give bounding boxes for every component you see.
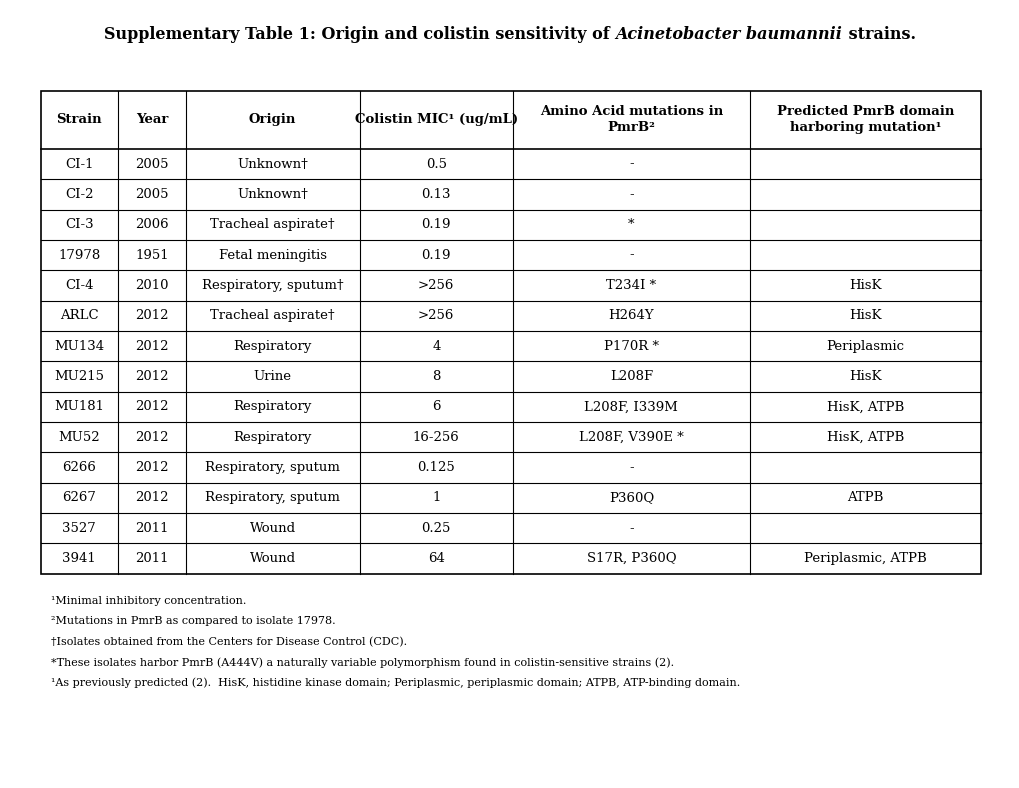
- Text: 2012: 2012: [135, 461, 168, 474]
- Text: MU52: MU52: [58, 431, 100, 444]
- Text: Amino Acid mutations in
PmrB²: Amino Acid mutations in PmrB²: [539, 106, 722, 134]
- Text: 3527: 3527: [62, 522, 96, 534]
- Text: 0.125: 0.125: [417, 461, 454, 474]
- Text: MU181: MU181: [54, 400, 104, 413]
- Text: Predicted PmrB domain
harboring mutation¹: Predicted PmrB domain harboring mutation…: [776, 106, 954, 134]
- Text: *These isolates harbor PmrB (A444V) a naturally variable polymorphism found in c: *These isolates harbor PmrB (A444V) a na…: [51, 657, 674, 667]
- Text: 2011: 2011: [135, 522, 168, 534]
- Text: HisK: HisK: [849, 370, 881, 383]
- Text: 64: 64: [427, 552, 444, 565]
- Text: 2010: 2010: [135, 279, 168, 292]
- Text: Periplasmic: Periplasmic: [825, 340, 904, 352]
- Text: 6: 6: [432, 400, 440, 413]
- Text: Acinetobacter baumannii: Acinetobacter baumannii: [615, 26, 842, 43]
- Text: ¹As previously predicted (2).  HisK, histidine kinase domain; Periplasmic, perip: ¹As previously predicted (2). HisK, hist…: [51, 678, 740, 688]
- Text: 3941: 3941: [62, 552, 96, 565]
- Text: Tracheal aspirate†: Tracheal aspirate†: [210, 218, 334, 231]
- Text: 4: 4: [432, 340, 440, 352]
- Text: Year: Year: [136, 113, 168, 126]
- Text: Respiratory: Respiratory: [233, 340, 312, 352]
- Text: -: -: [629, 158, 633, 170]
- Text: Respiratory, sputum: Respiratory, sputum: [205, 492, 339, 504]
- Text: 2012: 2012: [135, 340, 168, 352]
- Text: CI-3: CI-3: [65, 218, 94, 231]
- Text: ATPB: ATPB: [847, 492, 882, 504]
- Text: 16-256: 16-256: [413, 431, 460, 444]
- Text: 2012: 2012: [135, 492, 168, 504]
- Text: L208F, V390E *: L208F, V390E *: [579, 431, 683, 444]
- Text: -: -: [629, 522, 633, 534]
- Text: >256: >256: [418, 279, 454, 292]
- Text: HisK: HisK: [849, 279, 881, 292]
- Text: Fetal meningitis: Fetal meningitis: [218, 249, 326, 262]
- Text: -: -: [629, 461, 633, 474]
- Text: H264Y: H264Y: [608, 310, 653, 322]
- Text: 2005: 2005: [135, 188, 168, 201]
- Text: HisK, ATPB: HisK, ATPB: [826, 431, 903, 444]
- Text: 2012: 2012: [135, 400, 168, 413]
- Text: Unknown†: Unknown†: [237, 188, 308, 201]
- Text: P360Q: P360Q: [608, 492, 653, 504]
- Text: L208F, I339M: L208F, I339M: [584, 400, 678, 413]
- Text: Unknown†: Unknown†: [237, 158, 308, 170]
- Text: Respiratory, sputum: Respiratory, sputum: [205, 461, 339, 474]
- Text: -: -: [629, 249, 633, 262]
- Text: 2012: 2012: [135, 370, 168, 383]
- Text: Periplasmic, ATPB: Periplasmic, ATPB: [803, 552, 926, 565]
- Text: Wound: Wound: [250, 552, 296, 565]
- Text: 0.25: 0.25: [421, 522, 450, 534]
- Text: 0.19: 0.19: [421, 249, 450, 262]
- Text: 6266: 6266: [62, 461, 96, 474]
- Text: Respiratory: Respiratory: [233, 400, 312, 413]
- Text: Origin: Origin: [249, 113, 296, 126]
- Text: HisK: HisK: [849, 310, 881, 322]
- Text: P170R *: P170R *: [603, 340, 658, 352]
- Text: L208F: L208F: [609, 370, 652, 383]
- Text: Respiratory: Respiratory: [233, 431, 312, 444]
- Text: †Isolates obtained from the Centers for Disease Control (CDC).: †Isolates obtained from the Centers for …: [51, 637, 407, 647]
- Text: 2012: 2012: [135, 431, 168, 444]
- Text: Respiratory, sputum†: Respiratory, sputum†: [202, 279, 343, 292]
- Text: 2006: 2006: [135, 218, 168, 231]
- Text: 17978: 17978: [58, 249, 101, 262]
- Text: >256: >256: [418, 310, 454, 322]
- Text: S17R, P360Q: S17R, P360Q: [586, 552, 676, 565]
- Text: ²Mutations in PmrB as compared to isolate 17978.: ²Mutations in PmrB as compared to isolat…: [51, 616, 335, 626]
- Text: 0.5: 0.5: [425, 158, 446, 170]
- Text: 2005: 2005: [135, 158, 168, 170]
- Text: 1951: 1951: [135, 249, 168, 262]
- Text: Tracheal aspirate†: Tracheal aspirate†: [210, 310, 334, 322]
- Text: 8: 8: [432, 370, 440, 383]
- Text: T234I *: T234I *: [605, 279, 656, 292]
- Text: 0.19: 0.19: [421, 218, 450, 231]
- Text: CI-4: CI-4: [65, 279, 94, 292]
- Text: Supplementary Table 1: Origin and colistin sensitivity of: Supplementary Table 1: Origin and colist…: [104, 26, 615, 43]
- Text: Strain: Strain: [56, 113, 102, 126]
- Text: 6267: 6267: [62, 492, 96, 504]
- Bar: [41, 91, 980, 574]
- Text: MU215: MU215: [54, 370, 104, 383]
- Text: ¹Minimal inhibitory concentration.: ¹Minimal inhibitory concentration.: [51, 596, 247, 606]
- Text: Urine: Urine: [254, 370, 291, 383]
- Text: Colistin MIC¹ (ug/mL): Colistin MIC¹ (ug/mL): [355, 113, 518, 126]
- Text: 2012: 2012: [135, 310, 168, 322]
- Text: CI-2: CI-2: [65, 188, 94, 201]
- Text: *: *: [628, 218, 634, 231]
- Text: CI-1: CI-1: [65, 158, 94, 170]
- Text: -: -: [629, 188, 633, 201]
- Text: 1: 1: [432, 492, 440, 504]
- Text: strains.: strains.: [842, 26, 915, 43]
- Text: HisK, ATPB: HisK, ATPB: [826, 400, 903, 413]
- Text: 2011: 2011: [135, 552, 168, 565]
- Text: MU134: MU134: [54, 340, 104, 352]
- Text: ARLC: ARLC: [60, 310, 99, 322]
- Text: Wound: Wound: [250, 522, 296, 534]
- Text: 0.13: 0.13: [421, 188, 450, 201]
